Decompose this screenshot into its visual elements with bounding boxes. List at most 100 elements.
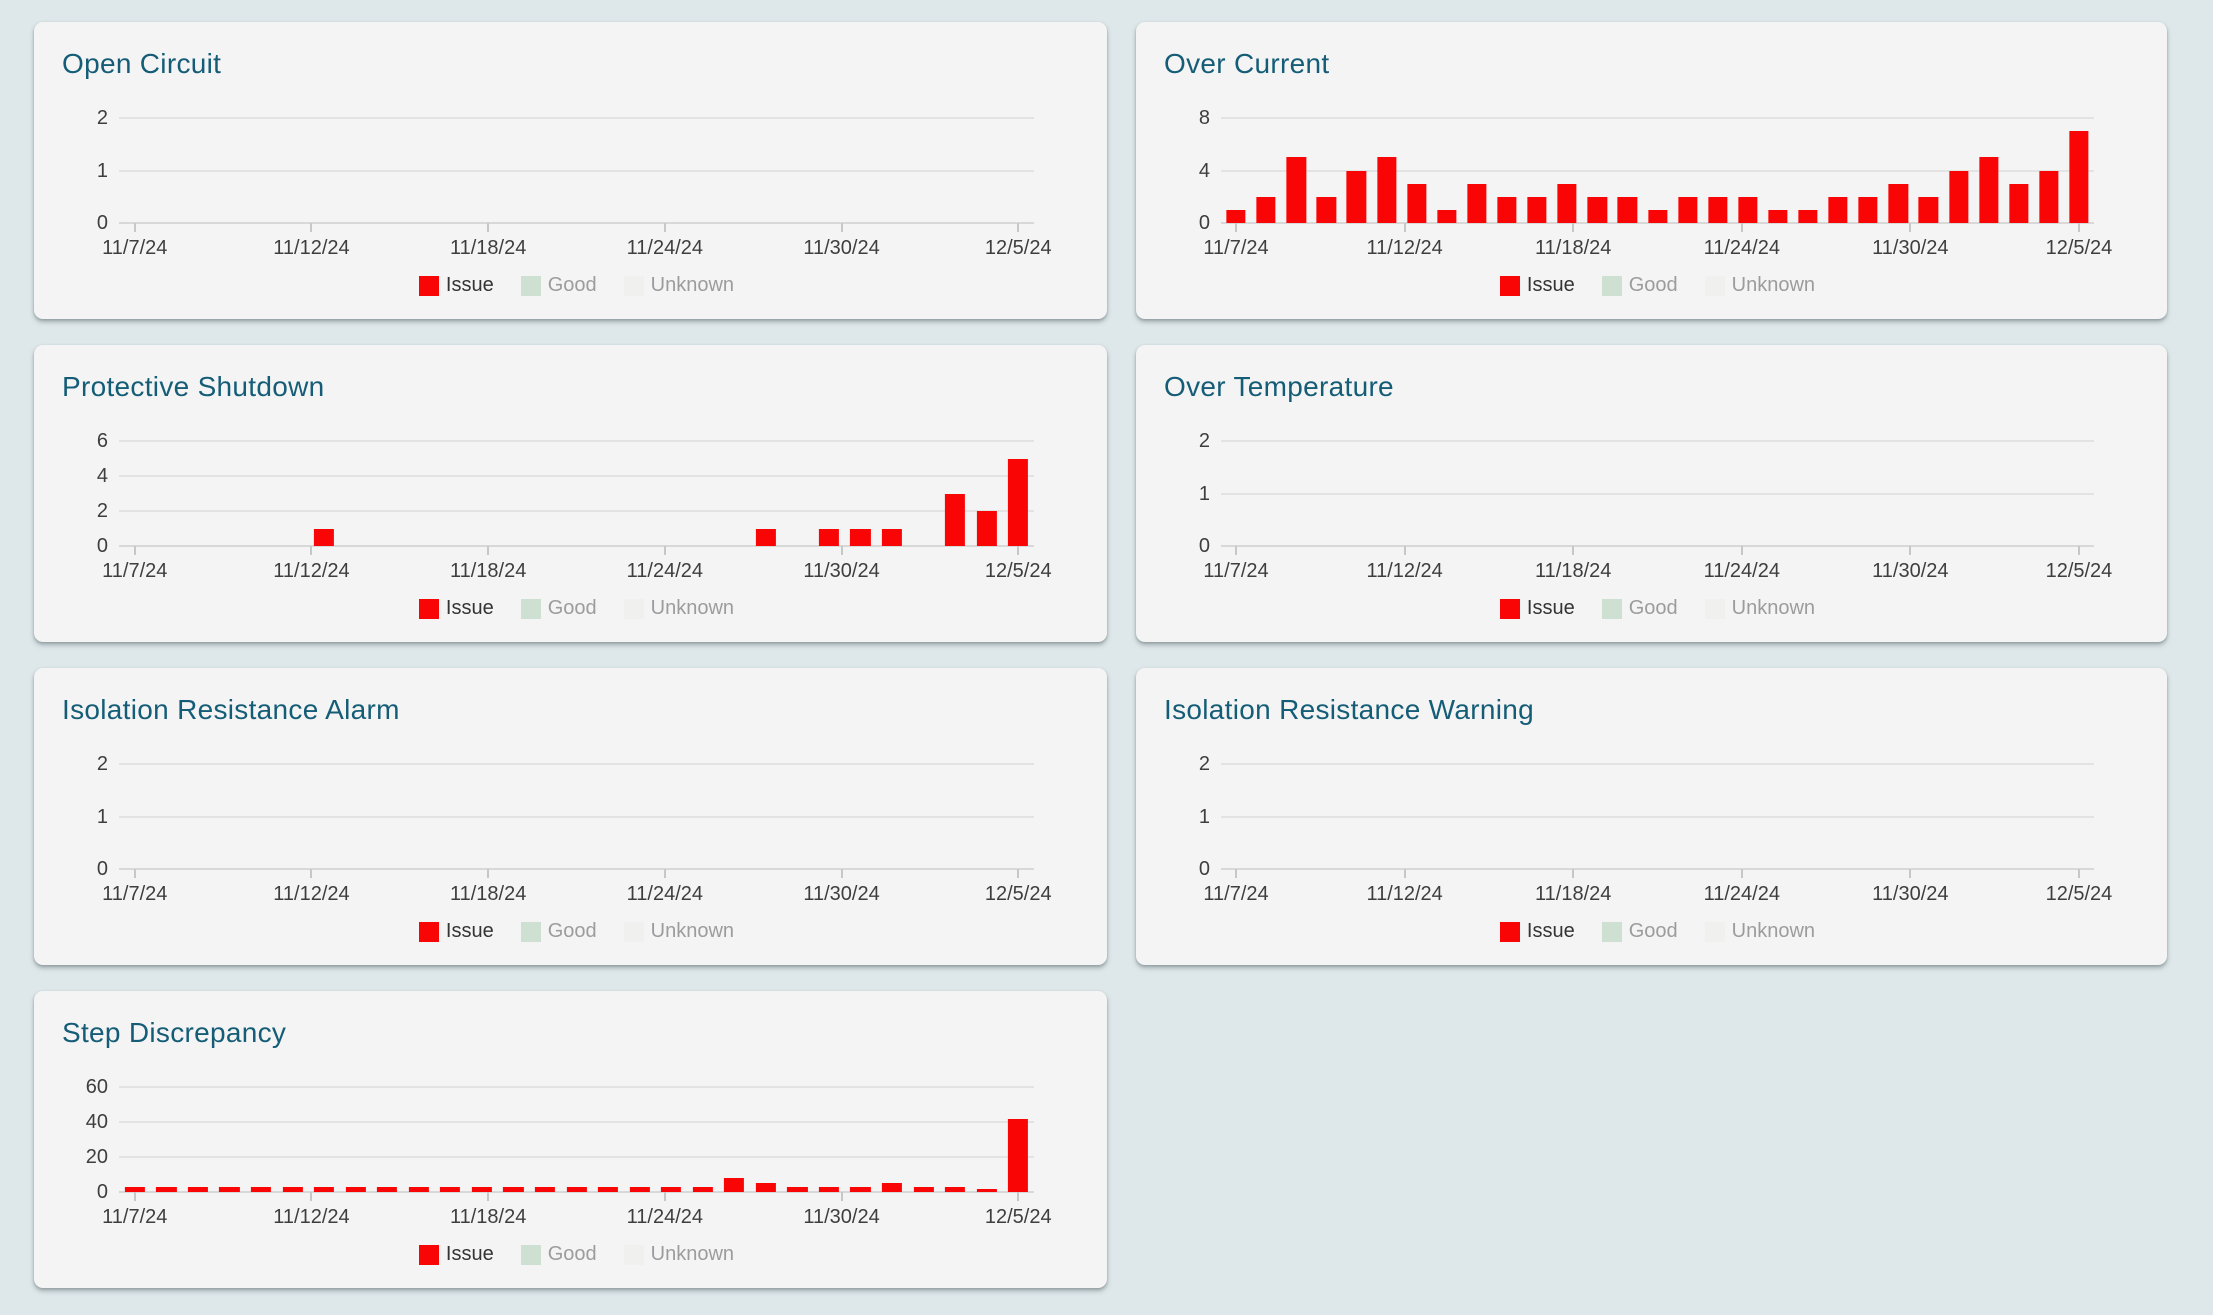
bar-issue[interactable] [818,1186,839,1192]
legend-item-unknown[interactable]: Unknown [623,274,734,297]
legend-item-unknown[interactable]: Unknown [1704,597,1815,620]
bar-issue[interactable] [755,1183,776,1192]
bar-issue[interactable] [2069,131,2089,223]
legend-item-good[interactable]: Good [520,920,597,943]
x-axis-tick-label: 11/30/24 [1872,237,1949,259]
bar-issue[interactable] [629,1186,650,1192]
legend-item-unknown[interactable]: Unknown [1704,274,1815,297]
bar-issue[interactable] [724,1178,745,1192]
legend-swatch-unknown-icon [1704,275,1725,296]
bar-issue[interactable] [1948,170,1969,223]
x-axis-tick [487,1192,490,1201]
legend-item-issue[interactable]: Issue [1499,274,1575,297]
legend-item-issue[interactable]: Issue [418,920,494,943]
bar-issue[interactable] [881,528,903,546]
bar-issue[interactable] [313,528,335,546]
bar-issue[interactable] [1677,196,1698,223]
bar-issue[interactable] [124,1186,145,1192]
bar-issue[interactable] [345,1186,366,1192]
bar-issue[interactable] [976,1188,997,1192]
bar-issue[interactable] [1978,157,1999,223]
bar-issue[interactable] [881,1183,903,1192]
x-axis-tick [1909,869,1912,878]
bar-issue[interactable] [2039,170,2059,223]
bar-issue[interactable] [787,1186,808,1192]
bar-issue[interactable] [1858,196,1878,223]
legend-item-issue[interactable]: Issue [418,1243,494,1266]
legend-item-good[interactable]: Good [520,274,597,297]
bar-issue[interactable] [1008,1118,1029,1192]
bar-issue[interactable] [1437,209,1457,223]
bar-issue[interactable] [1286,157,1306,223]
x-axis-tick-label: 11/24/24 [1703,883,1780,905]
legend-item-issue[interactable]: Issue [1499,920,1575,943]
bar-issue[interactable] [597,1186,619,1192]
legend-item-good[interactable]: Good [520,597,597,620]
bar-issue[interactable] [408,1186,429,1192]
bar-issue[interactable] [1798,209,1818,223]
bar-issue[interactable] [1316,196,1336,223]
bar-issue[interactable] [1008,458,1029,546]
legend-item-unknown[interactable]: Unknown [623,920,734,943]
bar-issue[interactable] [1557,183,1577,223]
legend-item-good[interactable]: Good [1601,274,1678,297]
bar-issue[interactable] [1467,183,1487,223]
bar-issue[interactable] [187,1186,208,1192]
bar-issue[interactable] [1768,209,1788,223]
bar-issue[interactable] [503,1186,524,1192]
bar-issue[interactable] [913,1186,934,1192]
bar-issue[interactable] [156,1186,177,1192]
bar-issue[interactable] [945,493,966,546]
bar-issue[interactable] [1527,196,1547,223]
bar-issue[interactable] [945,1186,966,1192]
legend-item-issue[interactable]: Issue [418,597,494,620]
bar-issue[interactable] [1708,196,1728,223]
bar-issue[interactable] [1647,209,1668,223]
bar-issue[interactable] [850,528,871,546]
bar-issue[interactable] [440,1186,461,1192]
bar-issue[interactable] [2009,183,2029,223]
bar-issue[interactable] [850,1186,871,1192]
bar-issue[interactable] [219,1186,240,1192]
bar-issue[interactable] [818,528,839,546]
x-axis-tick [1909,223,1912,232]
bar-issue[interactable] [1497,196,1517,223]
legend-item-unknown[interactable]: Unknown [623,1243,734,1266]
bar-issue[interactable] [1256,196,1276,223]
x-axis-tick-label: 11/12/24 [273,883,350,905]
bar-issue[interactable] [1617,196,1638,223]
legend-item-good[interactable]: Good [520,1243,597,1266]
chart-card-step-discrepancy: Step Discrepancy 60 40 20 0 11/7/24 11/12/24 11… [34,991,1107,1288]
bar-issue[interactable] [755,528,776,546]
bar-issue[interactable] [1888,183,1908,223]
bar-issue[interactable] [976,511,997,546]
bar-issue[interactable] [1918,196,1939,223]
bar-issue[interactable] [1587,196,1607,223]
bar-issue[interactable] [1376,157,1397,223]
bar-issue[interactable] [1828,196,1848,223]
y-axis: 2 1 0 [1164,754,1210,879]
legend-item-good[interactable]: Good [1601,597,1678,620]
legend-item-unknown[interactable]: Unknown [1704,920,1815,943]
bar-issue[interactable] [250,1186,272,1192]
legend-item-good[interactable]: Good [1601,920,1678,943]
bar-issue[interactable] [1407,183,1427,223]
bar-issue[interactable] [282,1186,303,1192]
legend-item-unknown[interactable]: Unknown [623,597,734,620]
bar-issue[interactable] [534,1186,556,1192]
legend-item-issue[interactable]: Issue [1499,597,1575,620]
bar-issue[interactable] [1346,170,1367,223]
bar-issue[interactable] [692,1186,713,1192]
bar-issue[interactable] [566,1186,587,1192]
bar-issue[interactable] [377,1186,398,1192]
legend-item-issue[interactable]: Issue [418,274,494,297]
bar-issue[interactable] [1226,209,1246,223]
bar-issue[interactable] [1738,196,1758,223]
chart-card-over-temperature: Over Temperature 2 1 0 11/7/24 11/12/24 11/18/… [1136,345,2167,642]
legend-swatch-good-icon [1601,598,1622,619]
bar-issue[interactable] [313,1186,335,1192]
x-axis-tick [1740,546,1743,555]
gridline [1221,868,2094,870]
bar-issue[interactable] [661,1186,682,1192]
bar-issue[interactable] [471,1186,492,1192]
